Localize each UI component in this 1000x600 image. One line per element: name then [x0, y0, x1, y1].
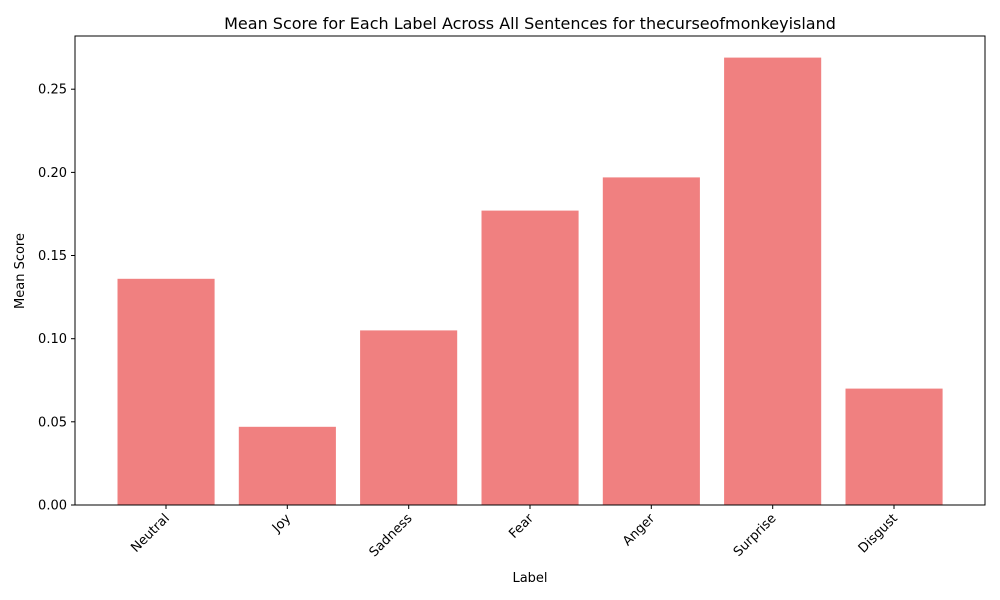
x-axis-label: Label: [512, 571, 547, 586]
y-tick-label-3: 0.15: [38, 249, 67, 264]
y-tick-label-4: 0.20: [38, 166, 67, 181]
y-tick-label-2: 0.10: [38, 332, 67, 347]
y-axis-ticks: 0.00 0.05 0.10 0.15 0.20 0.25: [38, 83, 75, 514]
y-tick-label-0: 0.00: [38, 499, 67, 514]
x-tick-label-sadness: Sadness: [367, 511, 416, 560]
bar-neutral: [117, 278, 215, 505]
bar-fear: [481, 210, 579, 505]
y-tick-label-1: 0.05: [38, 415, 67, 430]
bar-surprise: [724, 57, 822, 505]
bar-sadness: [360, 330, 458, 505]
y-axis-label: Mean Score: [13, 233, 28, 309]
bar-disgust: [845, 388, 943, 505]
plot-frame: [74, 35, 986, 506]
x-tick-label-disgust: Disgust: [856, 511, 901, 556]
x-axis-ticks: Neutral Joy Sadness Fear Anger Surprise Disgus…: [128, 505, 901, 560]
x-tick-label-joy: Joy: [269, 511, 294, 536]
y-tick-label-5: 0.25: [38, 83, 67, 98]
x-tick-label-surprise: Surprise: [731, 511, 780, 560]
bars-group: [117, 57, 943, 505]
chart-title: Mean Score for Each Label Across All Sen…: [224, 14, 836, 33]
bar-anger: [602, 177, 700, 505]
bar-joy: [238, 426, 336, 505]
x-tick-label-fear: Fear: [506, 511, 537, 542]
x-tick-label-neutral: Neutral: [128, 511, 173, 556]
x-tick-label-anger: Anger: [620, 511, 658, 549]
